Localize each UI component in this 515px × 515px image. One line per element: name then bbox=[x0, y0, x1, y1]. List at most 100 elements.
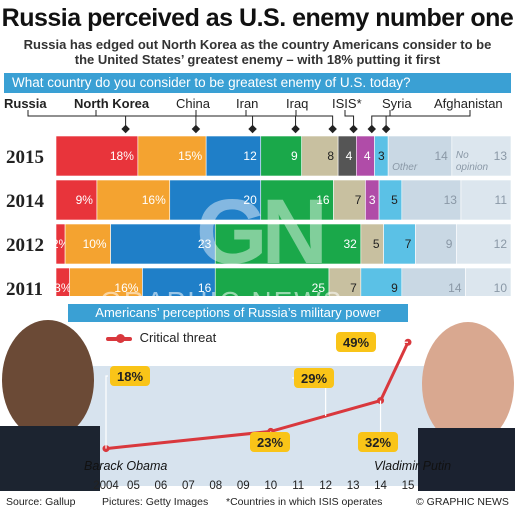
x-tick-13: 13 bbox=[347, 480, 360, 491]
value-label-2014-4: 7 bbox=[355, 193, 362, 207]
x-tick-14: 14 bbox=[374, 480, 387, 491]
value-label-2014-6: 3 bbox=[369, 193, 376, 207]
value-label-2011-9: 10 bbox=[494, 281, 508, 295]
connector-marker-4 bbox=[328, 124, 337, 134]
connector-marker-5 bbox=[349, 124, 358, 134]
x-tick-12: 12 bbox=[319, 480, 332, 491]
footer-credit: © GRAPHIC NEWS bbox=[416, 496, 509, 508]
callout-label-2: 32% bbox=[365, 435, 391, 450]
legend-label: Critical threat bbox=[139, 330, 217, 345]
bar-2015-iraq bbox=[301, 135, 339, 177]
value-label-2011-1: 16% bbox=[114, 281, 138, 295]
label-no-opinion-2: opinion bbox=[456, 162, 489, 173]
value-label-2011-0: 3% bbox=[54, 281, 72, 295]
connector-marker-2 bbox=[248, 124, 257, 134]
connector-1 bbox=[95, 110, 197, 132]
value-label-2012-3: 32 bbox=[343, 237, 357, 251]
bar-2012-china bbox=[110, 223, 216, 265]
connector-marker-0 bbox=[121, 124, 130, 134]
value-label-2012-4: 5 bbox=[373, 237, 380, 251]
watermark-logo: GN bbox=[196, 181, 328, 283]
year-label-2015: 2015 bbox=[6, 147, 44, 168]
callout-label-0: 18% bbox=[117, 369, 143, 384]
line-legend: Critical threat bbox=[106, 330, 216, 345]
value-label-2015-8: 14 bbox=[434, 149, 448, 163]
bar-2014-no-opinion bbox=[460, 179, 512, 221]
callout-box-0 bbox=[110, 366, 150, 386]
value-label-2014-1: 16% bbox=[142, 193, 166, 207]
value-label-2015-2: 12 bbox=[243, 149, 257, 163]
connector-5 bbox=[344, 110, 355, 132]
bar-2011-china bbox=[142, 267, 216, 296]
label-iran: Iran bbox=[236, 96, 259, 111]
x-tick-09: 09 bbox=[237, 480, 250, 491]
connector-3 bbox=[245, 110, 297, 132]
obama-suit bbox=[0, 426, 100, 491]
label-russia: Russia bbox=[4, 96, 47, 111]
connector-6 bbox=[371, 110, 391, 132]
value-label-2015-6: 4 bbox=[364, 149, 371, 163]
connector-0 bbox=[27, 110, 127, 132]
value-label-2012-7: 7 bbox=[405, 237, 412, 251]
bar-2014-russia bbox=[55, 179, 98, 221]
label-iraq: Iraq bbox=[286, 96, 309, 111]
label-isis: ISIS* bbox=[332, 96, 362, 111]
year-label-2011: 2011 bbox=[6, 279, 43, 296]
legend-swatch bbox=[106, 333, 132, 343]
x-tick-2004: 2004 bbox=[93, 480, 119, 491]
connector-marker-1 bbox=[191, 124, 201, 134]
bar-2012-afghanistan bbox=[383, 223, 416, 265]
label-other: Other bbox=[392, 162, 418, 173]
callout-box-2 bbox=[358, 432, 398, 452]
callout-label-4: 29% bbox=[301, 371, 327, 386]
bar-2011-no-opinion bbox=[465, 267, 512, 296]
value-label-2014-7: 5 bbox=[391, 193, 398, 207]
bar-2012-north-korea bbox=[64, 223, 111, 265]
person-right-name: Vladimir Putin bbox=[374, 459, 452, 473]
question-banner: What country do you consider to be great… bbox=[4, 73, 511, 93]
value-label-2012-1: 10% bbox=[83, 237, 107, 251]
connector-4 bbox=[295, 110, 334, 132]
value-label-2014-9: 11 bbox=[495, 193, 508, 207]
x-tick-11: 11 bbox=[292, 480, 304, 491]
callout-label-1: 23% bbox=[257, 435, 283, 450]
line-chart-title-text: Americans’ perceptions of Russia’s milit… bbox=[95, 305, 381, 320]
value-label-2015-0: 18% bbox=[110, 149, 134, 163]
value-label-2011-7: 9 bbox=[391, 281, 398, 295]
label-afghanistan: Afghanistan bbox=[434, 96, 503, 111]
connector-7 bbox=[385, 110, 471, 132]
x-tick-05: 05 bbox=[127, 480, 140, 491]
x-tick-10: 10 bbox=[264, 480, 277, 491]
value-label-2011-2: 16 bbox=[198, 281, 212, 295]
footer-note: *Countries in which ISIS operates bbox=[226, 496, 383, 508]
label-north-korea: North Korea bbox=[74, 96, 150, 111]
connector-marker-3 bbox=[291, 124, 300, 134]
value-label-2015-4: 8 bbox=[327, 149, 334, 163]
value-label-2015-7: 3 bbox=[378, 149, 385, 163]
value-label-2014-3: 16 bbox=[316, 193, 330, 207]
value-label-2015-3: 9 bbox=[291, 149, 298, 163]
bar-2011-iran bbox=[214, 267, 330, 296]
bar-2015-no-opinion bbox=[451, 135, 512, 177]
callout-label-3: 49% bbox=[343, 335, 369, 350]
bar-2014-other bbox=[401, 179, 462, 221]
value-label-2015-5: 4 bbox=[346, 149, 353, 163]
x-tick-07: 07 bbox=[182, 480, 195, 491]
bar-2015-russia bbox=[55, 135, 139, 177]
label-syria: Syria bbox=[382, 96, 412, 111]
year-label-2014: 2014 bbox=[6, 191, 45, 212]
bar-2014-china bbox=[169, 179, 262, 221]
label-no-opinion-1: No bbox=[456, 150, 469, 161]
value-label-2011-4: 7 bbox=[350, 281, 357, 295]
value-label-2012-9: 12 bbox=[494, 237, 508, 251]
page-subtitle: Russia has edged out North Korea as the … bbox=[23, 37, 492, 67]
value-label-2014-2: 20 bbox=[243, 193, 257, 207]
footer-pictures: Pictures: Getty Images bbox=[102, 496, 209, 508]
value-label-2012-8: 9 bbox=[446, 237, 453, 251]
year-label-2012: 2012 bbox=[6, 235, 44, 256]
value-label-2014-0: 9% bbox=[76, 193, 94, 207]
line-chart: 2004 05 06 07 08 09 10 11 12 13 14 15 18% 23% 32% 49% 29… bbox=[0, 296, 515, 491]
value-label-2015-9: 13 bbox=[494, 149, 508, 163]
bar-2015-other bbox=[387, 135, 453, 177]
